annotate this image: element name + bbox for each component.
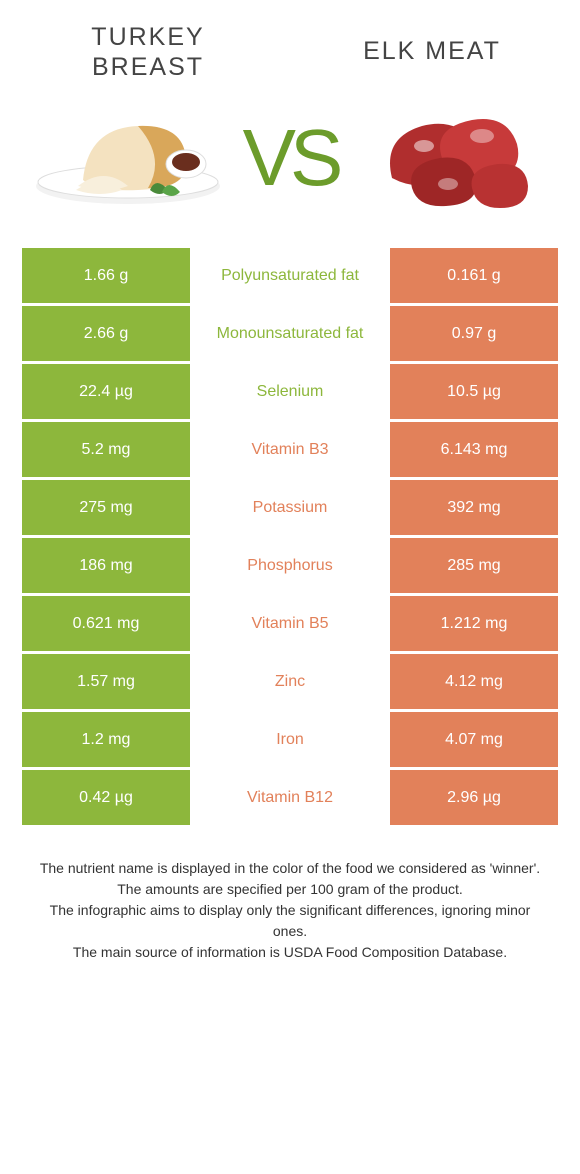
value-left: 5.2 mg <box>22 422 190 477</box>
nutrient-label: Zinc <box>190 654 390 709</box>
value-left: 22.4 µg <box>22 364 190 419</box>
value-right: 6.143 mg <box>390 422 558 477</box>
nutrient-label: Phosphorus <box>190 538 390 593</box>
value-right: 0.161 g <box>390 248 558 303</box>
value-right: 4.07 mg <box>390 712 558 767</box>
value-right: 1.212 mg <box>390 596 558 651</box>
value-left: 1.2 mg <box>22 712 190 767</box>
nutrient-row: 0.42 µgVitamin B122.96 µg <box>22 770 558 825</box>
footer-line-2: The amounts are specified per 100 gram o… <box>32 879 548 900</box>
nutrient-row: 186 mgPhosphorus285 mg <box>22 538 558 593</box>
value-right: 392 mg <box>390 480 558 535</box>
turkey-image <box>28 88 228 228</box>
nutrient-row: 1.2 mgIron4.07 mg <box>22 712 558 767</box>
footer-line-1: The nutrient name is displayed in the co… <box>32 858 548 879</box>
nutrient-label: Vitamin B5 <box>190 596 390 651</box>
nutrient-row: 1.66 gPolyunsaturated fat0.161 g <box>22 248 558 303</box>
footer-line-4: The main source of information is USDA F… <box>32 942 548 963</box>
nutrient-row: 2.66 gMonounsaturated fat0.97 g <box>22 306 558 361</box>
nutrient-table: 1.66 gPolyunsaturated fat0.161 g2.66 gMo… <box>22 248 558 825</box>
nutrient-label: Iron <box>190 712 390 767</box>
value-left: 0.621 mg <box>22 596 190 651</box>
value-left: 2.66 g <box>22 306 190 361</box>
nutrient-label: Polyunsaturated fat <box>190 248 390 303</box>
nutrient-row: 0.621 mgVitamin B51.212 mg <box>22 596 558 651</box>
value-left: 186 mg <box>22 538 190 593</box>
value-right: 4.12 mg <box>390 654 558 709</box>
value-left: 1.66 g <box>22 248 190 303</box>
value-right: 285 mg <box>390 538 558 593</box>
value-left: 0.42 µg <box>22 770 190 825</box>
nutrient-label: Vitamin B12 <box>190 770 390 825</box>
nutrient-label: Monounsaturated fat <box>190 306 390 361</box>
nutrient-label: Potassium <box>190 480 390 535</box>
value-left: 275 mg <box>22 480 190 535</box>
footer-notes: The nutrient name is displayed in the co… <box>0 828 580 983</box>
title-left: TURKEY BREAST <box>48 22 248 82</box>
elk-image <box>352 88 552 228</box>
nutrient-row: 1.57 mgZinc4.12 mg <box>22 654 558 709</box>
value-right: 2.96 µg <box>390 770 558 825</box>
nutrient-row: 275 mgPotassium392 mg <box>22 480 558 535</box>
nutrient-row: 5.2 mgVitamin B36.143 mg <box>22 422 558 477</box>
footer-line-3: The infographic aims to display only the… <box>32 900 548 942</box>
value-right: 10.5 µg <box>390 364 558 419</box>
header: TURKEY BREAST ELK MEAT <box>0 0 580 88</box>
title-right: ELK MEAT <box>332 22 532 66</box>
value-left: 1.57 mg <box>22 654 190 709</box>
nutrient-row: 22.4 µgSelenium10.5 µg <box>22 364 558 419</box>
vs-label: VS <box>243 112 338 204</box>
hero-row: VS <box>0 88 580 248</box>
nutrient-label: Vitamin B3 <box>190 422 390 477</box>
nutrient-label: Selenium <box>190 364 390 419</box>
value-right: 0.97 g <box>390 306 558 361</box>
